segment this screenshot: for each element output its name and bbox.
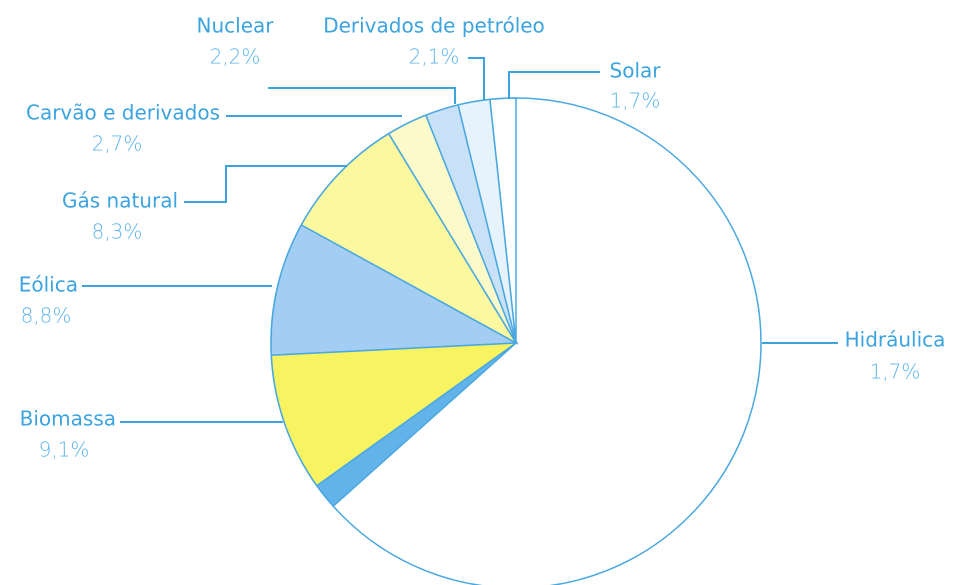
value-label: 8,8% <box>21 304 72 328</box>
leader-line <box>268 87 456 104</box>
slice-label: Biomassa <box>20 407 116 431</box>
value-label: 2,1% <box>409 45 460 69</box>
pie-slice <box>300 132 519 346</box>
value-label: 8,3% <box>92 220 143 244</box>
leader-line <box>468 57 485 100</box>
pie-slice <box>315 342 517 508</box>
leader-line <box>184 165 347 203</box>
slice-label: Eólica <box>19 273 78 297</box>
pie-slice <box>270 223 519 357</box>
slice-label: Hidráulica <box>845 328 946 352</box>
value-label: 1,7% <box>610 89 661 113</box>
slice-label: Solar <box>610 59 662 83</box>
value-label: 2,7% <box>92 132 143 156</box>
slice-label: Derivados de petróleo <box>323 14 545 38</box>
slice-label: Carvão e derivados <box>26 101 220 125</box>
labels: Hidráulica 1,7% Biomassa 9,1% Eólica 8,8% Gás … <box>19 14 946 462</box>
value-label: 1,7% <box>870 360 921 384</box>
slice-label: Gás natural <box>62 189 178 213</box>
value-label: 9,1% <box>39 438 90 462</box>
slice-label: Nuclear <box>197 14 275 38</box>
value-label: 2,2% <box>210 45 261 69</box>
slices <box>270 97 519 508</box>
leader-line <box>508 71 600 99</box>
pie-slice <box>270 342 519 487</box>
